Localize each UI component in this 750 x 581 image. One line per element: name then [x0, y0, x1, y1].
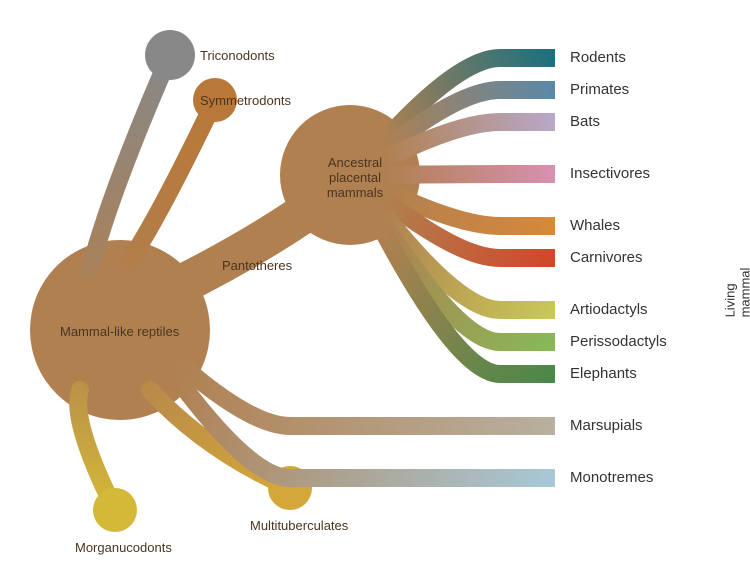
phylogeny-diagram [0, 0, 750, 581]
living-group-label: Rodents [570, 49, 626, 66]
node-label-root: Mammal-like reptiles [60, 324, 179, 339]
axis-label: Living mammal groups [722, 268, 750, 318]
living-group-label: Insectivores [570, 165, 650, 182]
living-group-label: Whales [570, 217, 620, 234]
living-group-label: Perissodactyls [570, 333, 667, 350]
node-label-pantotheres: Pantotheres [222, 258, 292, 273]
node-label-triconodonts: Triconodonts [200, 48, 275, 63]
node-label-multituberculates: Multituberculates [250, 518, 348, 533]
living-group-label: Primates [570, 81, 629, 98]
living-group-label: Carnivores [570, 249, 643, 266]
living-group-label: Bats [570, 113, 600, 130]
node-label-morganucodonts: Morganucodonts [75, 540, 172, 555]
living-group-label: Marsupials [570, 417, 643, 434]
living-group-label: Artiodactyls [570, 301, 648, 318]
node-label-ancestral: Ancestral placental mammals [315, 155, 395, 200]
living-group-label: Elephants [570, 365, 637, 382]
node-label-symmetrodonts: Symmetrodonts [200, 93, 291, 108]
living-group-label: Monotremes [570, 469, 653, 486]
